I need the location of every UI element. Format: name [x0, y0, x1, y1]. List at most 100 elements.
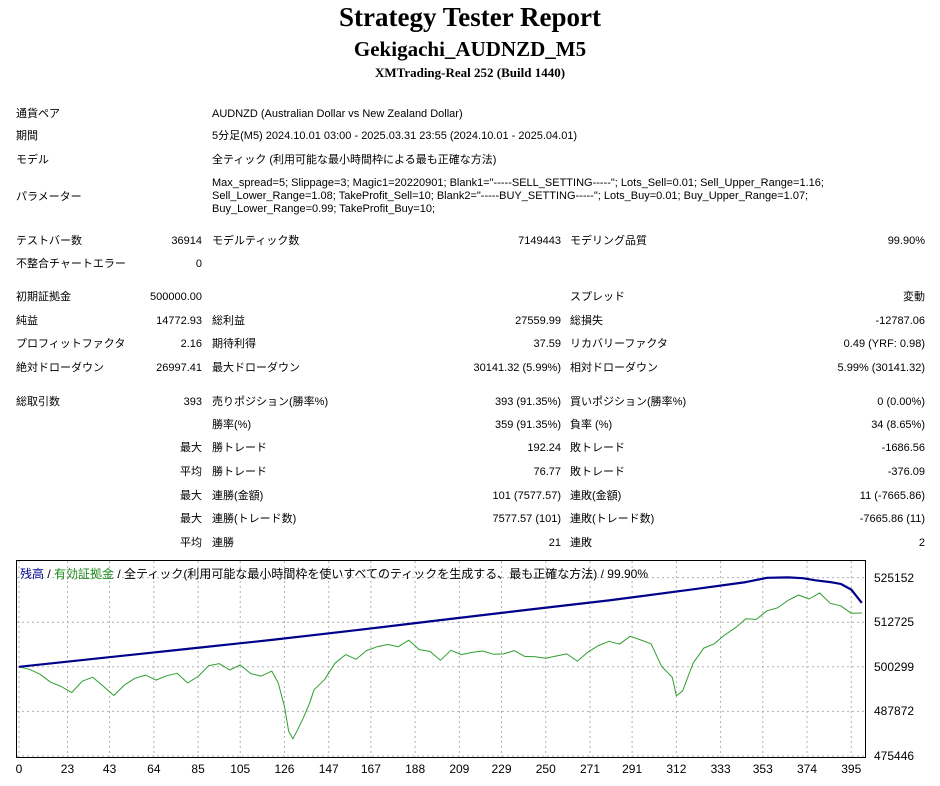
win-rate-label: 勝率(%)	[212, 419, 252, 431]
avg-win-label: 勝トレード	[212, 466, 267, 478]
legend-balance: 残高	[20, 567, 45, 581]
mismatch-label: 不整合チャートエラー	[16, 258, 126, 270]
avg-consec-losses-label: 連敗	[570, 537, 592, 549]
max-label: 最大	[180, 490, 202, 502]
win-rate-value: 359 (91.35%)	[494, 419, 561, 431]
params-value: Max_spread=5; Slippage=3; Magic1=2022090…	[212, 177, 824, 215]
legend-model-quality: / 全ティック(利用可能な最小時間枠を使いすべてのティックを生成する、最も正確な…	[114, 567, 648, 581]
avg-label-2: 平均	[180, 537, 202, 549]
expected-payoff-label: 期待利得	[212, 338, 256, 350]
consec-profit-value: 7577.57 (101)	[492, 513, 562, 525]
consec-loss-value: -7665.86 (11)	[859, 513, 925, 525]
mismatch-value: 0	[195, 258, 202, 270]
long-positions-value: 0 (0.00%)	[877, 396, 925, 408]
total-trades-value: 393	[183, 396, 202, 408]
x-tick-label: 147	[318, 762, 339, 776]
x-tick-label: 64	[147, 762, 161, 776]
x-tick-label: 43	[102, 762, 117, 776]
loss-rate-value: 34 (8.65%)	[871, 419, 925, 431]
chart-legend: 残高 / 有効証拠金 / 全ティック(利用可能な最小時間枠を使いすべてのティック…	[20, 565, 648, 582]
x-tick-label: 291	[622, 762, 643, 776]
short-positions-value: 393 (91.35%)	[494, 396, 561, 408]
average-label: 平均	[180, 466, 202, 478]
balance-equity-chart	[16, 560, 866, 758]
x-tick-label: 126	[274, 762, 295, 776]
bars-label: テストバー数	[16, 235, 82, 247]
avg-consec-wins-label: 連勝	[212, 537, 234, 549]
largest-loss-label: 敗トレード	[570, 442, 625, 454]
consec-wins-money-label: 連勝(金額)	[212, 490, 264, 502]
deposit-value: 500000.00	[150, 291, 202, 303]
x-tick-label: 167	[360, 762, 381, 776]
gross-profit-label: 総利益	[212, 315, 245, 327]
abs-drawdown-label: 絶対ドローダウン	[16, 362, 104, 374]
consec-profit-label: 連勝(トレード数)	[212, 513, 297, 525]
x-tick-label: 0	[15, 762, 23, 776]
consec-losses-money-label: 連敗(金額)	[570, 490, 622, 502]
y-tick-label: 525152	[874, 570, 915, 585]
period-value: 5分足(M5) 2024.10.01 03:00 - 2025.03.31 23…	[212, 130, 578, 142]
y-tick-label: 512725	[874, 615, 915, 630]
bars-value: 36914	[171, 235, 202, 247]
max-drawdown-label: 最大ドローダウン	[212, 362, 300, 374]
report-subtitle: Gekigachi_AUDNZD_M5	[353, 37, 587, 61]
report-title: Strategy Tester Report	[339, 2, 601, 32]
x-tick-label: 312	[666, 762, 687, 776]
avg-consec-wins-value: 21	[548, 537, 561, 549]
x-tick-label: 229	[491, 762, 512, 776]
x-tick-label: 353	[752, 762, 773, 776]
x-tick-label: 23	[60, 762, 75, 776]
loss-rate-label: 負率 (%)	[570, 419, 613, 431]
avg-win-value: 76.77	[533, 466, 561, 478]
chart-frame	[16, 560, 866, 758]
consec-loss-label: 連敗(トレード数)	[570, 513, 655, 525]
symbol-label: 通貨ペア	[16, 108, 60, 120]
short-positions-label: 売りポジション(勝率%)	[212, 396, 329, 408]
period-label: 期間	[16, 130, 38, 142]
largest-label: 最大	[180, 442, 202, 454]
x-tick-label: 250	[535, 762, 556, 776]
quality-label: モデリング品質	[570, 235, 647, 247]
symbol-value: AUDNZD (Australian Dollar vs New Zealand…	[212, 108, 463, 120]
recovery-factor-value: 0.49 (YRF: 0.98)	[843, 338, 925, 350]
largest-loss-value: -1686.56	[881, 442, 925, 454]
x-tick-label: 395	[841, 762, 862, 776]
y-tick-label: 475446	[874, 749, 915, 763]
ticks-label: モデルティック数	[212, 235, 300, 247]
model-label: モデル	[16, 154, 49, 166]
x-tick-label: 374	[796, 762, 818, 776]
consec-wins-money-value: 101 (7577.57)	[492, 490, 562, 502]
abs-drawdown-value: 26997.41	[156, 362, 202, 374]
max-label-2: 最大	[180, 513, 202, 525]
avg-consec-losses-value: 2	[918, 537, 925, 549]
equity-line	[18, 592, 862, 740]
params-label: パラメーター	[16, 191, 82, 203]
spread-label: スプレッド	[570, 291, 625, 303]
largest-win-label: 勝トレード	[212, 442, 267, 454]
y-tick-label: 500299	[874, 659, 915, 674]
avg-loss-value: -376.09	[887, 466, 925, 478]
legend-equity: 有効証拠金	[54, 567, 115, 581]
max-drawdown-value: 30141.32 (5.99%)	[473, 362, 561, 374]
net-profit-label: 純益	[16, 315, 38, 327]
gross-loss-value: -12787.06	[875, 315, 925, 327]
x-tick-label: 333	[710, 762, 731, 776]
server-info: XMTrading-Real 252 (Build 1440)	[374, 65, 566, 80]
gross-loss-label: 総損失	[570, 315, 603, 327]
model-value: 全ティック (利用可能な最小時間枠による最も正確な方法)	[212, 154, 497, 166]
consec-losses-money-value: 11 (-7665.86)	[859, 490, 925, 502]
quality-value: 99.90%	[887, 235, 925, 247]
total-trades-label: 総取引数	[16, 396, 60, 408]
deposit-label: 初期証拠金	[16, 291, 71, 303]
rel-drawdown-label: 相対ドローダウン	[570, 362, 658, 374]
ticks-value: 7149443	[518, 235, 561, 247]
long-positions-label: 買いポジション(勝率%)	[570, 396, 687, 408]
net-profit-value: 14772.93	[156, 315, 202, 327]
balance-line	[18, 576, 863, 668]
x-tick-label: 271	[579, 762, 600, 776]
x-tick-label: 188	[405, 762, 426, 776]
legend-separator: /	[44, 567, 55, 581]
y-tick-label: 487872	[874, 704, 915, 719]
profit-factor-value: 2.16	[180, 338, 202, 350]
spread-value: 変動	[903, 291, 925, 303]
